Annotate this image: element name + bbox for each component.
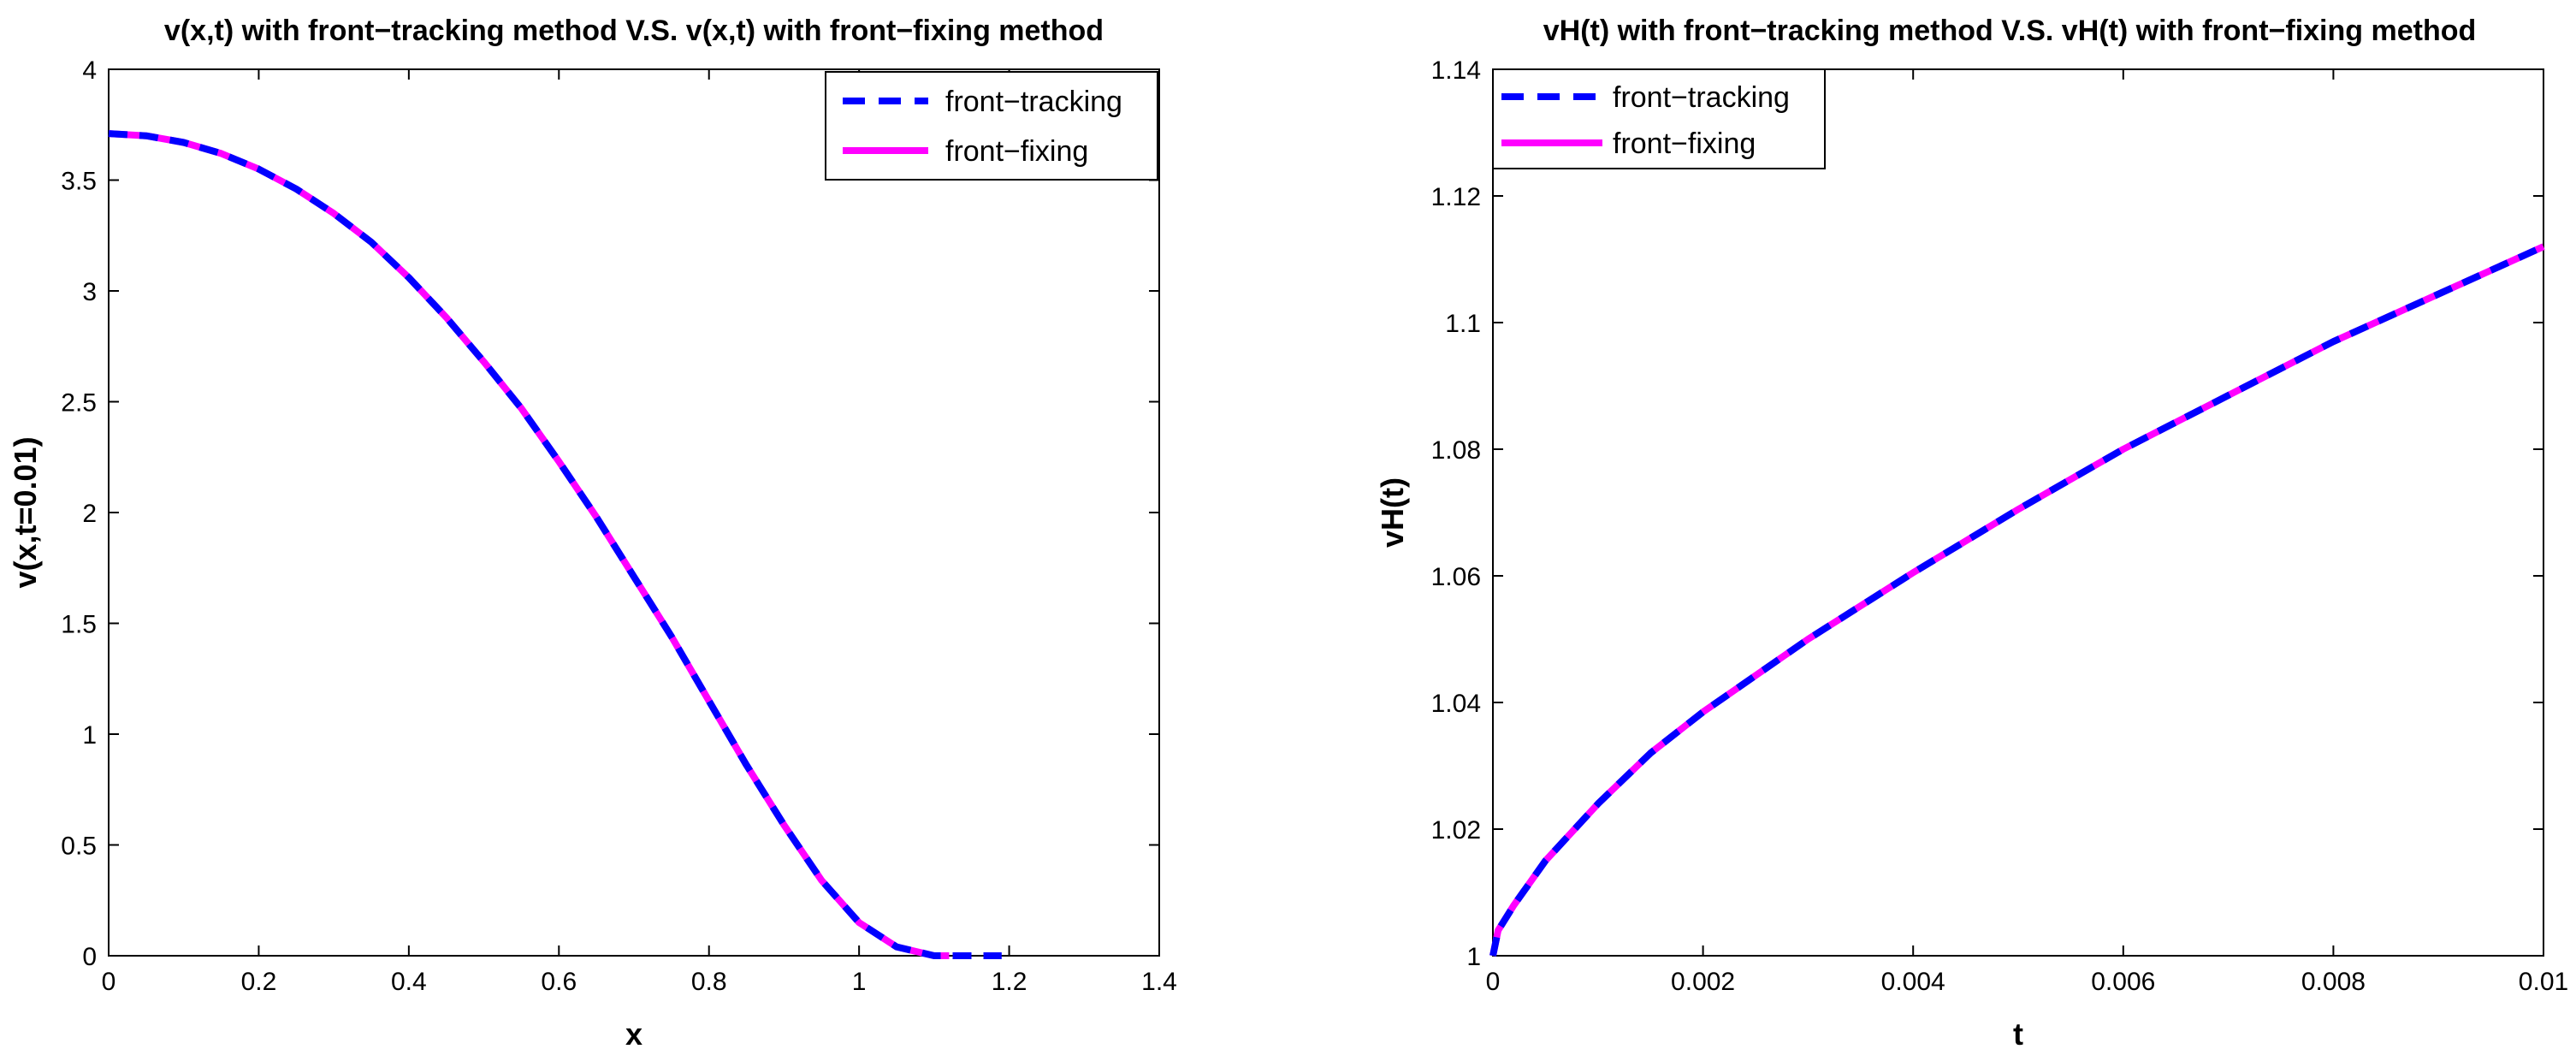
y-tick-label: 0.5: [61, 833, 97, 861]
y-tick-label: 3.5: [61, 168, 97, 196]
x-tick-label: 0.6: [541, 968, 577, 996]
x-tick-label: 0.004: [1881, 968, 1945, 996]
series-line-front-fixing: [1489, 243, 2545, 957]
chart-v-x-t: v(x,t) with front−tracking method V.S. v…: [8, 15, 1177, 1052]
x-tick-label: 1.4: [1141, 968, 1177, 996]
tick-layer: 0 0.2 0.4 0.6 0.8 1 1.2 1.4 0 0.5 1 1.5 2 2.5 3 3.5 4: [61, 56, 1177, 996]
x-axis-label: t: [2013, 1016, 2023, 1052]
legend-label-front-fixing: front−fixing: [1613, 127, 1756, 160]
x-tick-label: 0.006: [2091, 968, 2155, 996]
x-tick-label: 0.8: [691, 968, 727, 996]
x-tick-label: 0.002: [1671, 968, 1735, 996]
y-tick-label: 1: [1466, 943, 1481, 971]
y-tick-label: 1: [82, 721, 97, 750]
y-tick-label: 1.04: [1431, 690, 1481, 718]
y-tick-label: 1.1: [1445, 310, 1481, 338]
series-line-front-tracking: [1489, 243, 2545, 957]
x-axis-label: x: [625, 1016, 643, 1052]
legend-label-front-tracking: front−tracking: [1613, 81, 1790, 114]
chart-vh-t: vH(t) with front−tracking method V.S. vH…: [1375, 15, 2568, 1052]
y-tick-label: 3: [82, 278, 97, 306]
series-layer: [108, 130, 1002, 959]
tick-layer: 0 0.002 0.004 0.006 0.008 0.01 1 1.02 1.04 1.06 1.…: [1431, 56, 2569, 996]
x-tick-label: 1: [852, 968, 867, 996]
x-tick-label: 0: [102, 968, 116, 996]
legend-box: [1492, 68, 1826, 169]
y-tick-label: 1.06: [1431, 563, 1481, 591]
plot-frame: [108, 68, 1160, 957]
y-axis-label: v(x,t=0.01): [8, 436, 43, 588]
legend-label-front-fixing: front−fixing: [945, 135, 1088, 168]
series-line-front-tracking: [108, 130, 1002, 959]
x-tick-label: 0.2: [241, 968, 277, 996]
x-tick-label: 0.01: [2519, 968, 2568, 996]
x-tick-label: 0.4: [391, 968, 427, 996]
plot-frame: [1492, 68, 2544, 957]
y-tick-label: 1.5: [61, 611, 97, 639]
series-line-front-fixing: [108, 130, 950, 959]
x-tick-label: 0: [1486, 968, 1501, 996]
legend: front−tracking front−fixing: [825, 71, 1158, 181]
y-tick-label: 1.14: [1431, 56, 1481, 85]
x-tick-label: 0.008: [2301, 968, 2366, 996]
series-layer: [1489, 243, 2545, 957]
chart-title: vH(t) with front−tracking method V.S. vH…: [1543, 15, 2477, 47]
y-tick-label: 1.08: [1431, 436, 1481, 465]
y-tick-label: 4: [82, 56, 97, 85]
y-tick-label: 1.02: [1431, 816, 1481, 845]
legend: front−tracking front−fixing: [1492, 68, 1826, 169]
y-tick-label: 0: [82, 943, 97, 971]
x-tick-label: 1.2: [992, 968, 1027, 996]
legend-label-front-tracking: front−tracking: [945, 86, 1122, 118]
y-tick-label: 2.5: [61, 389, 97, 418]
legend-box: [825, 71, 1158, 181]
y-axis-label: vH(t): [1375, 477, 1410, 548]
y-tick-label: 2: [82, 500, 97, 528]
y-tick-label: 1.12: [1431, 183, 1481, 211]
chart-title: v(x,t) with front−tracking method V.S. v…: [164, 15, 1104, 47]
